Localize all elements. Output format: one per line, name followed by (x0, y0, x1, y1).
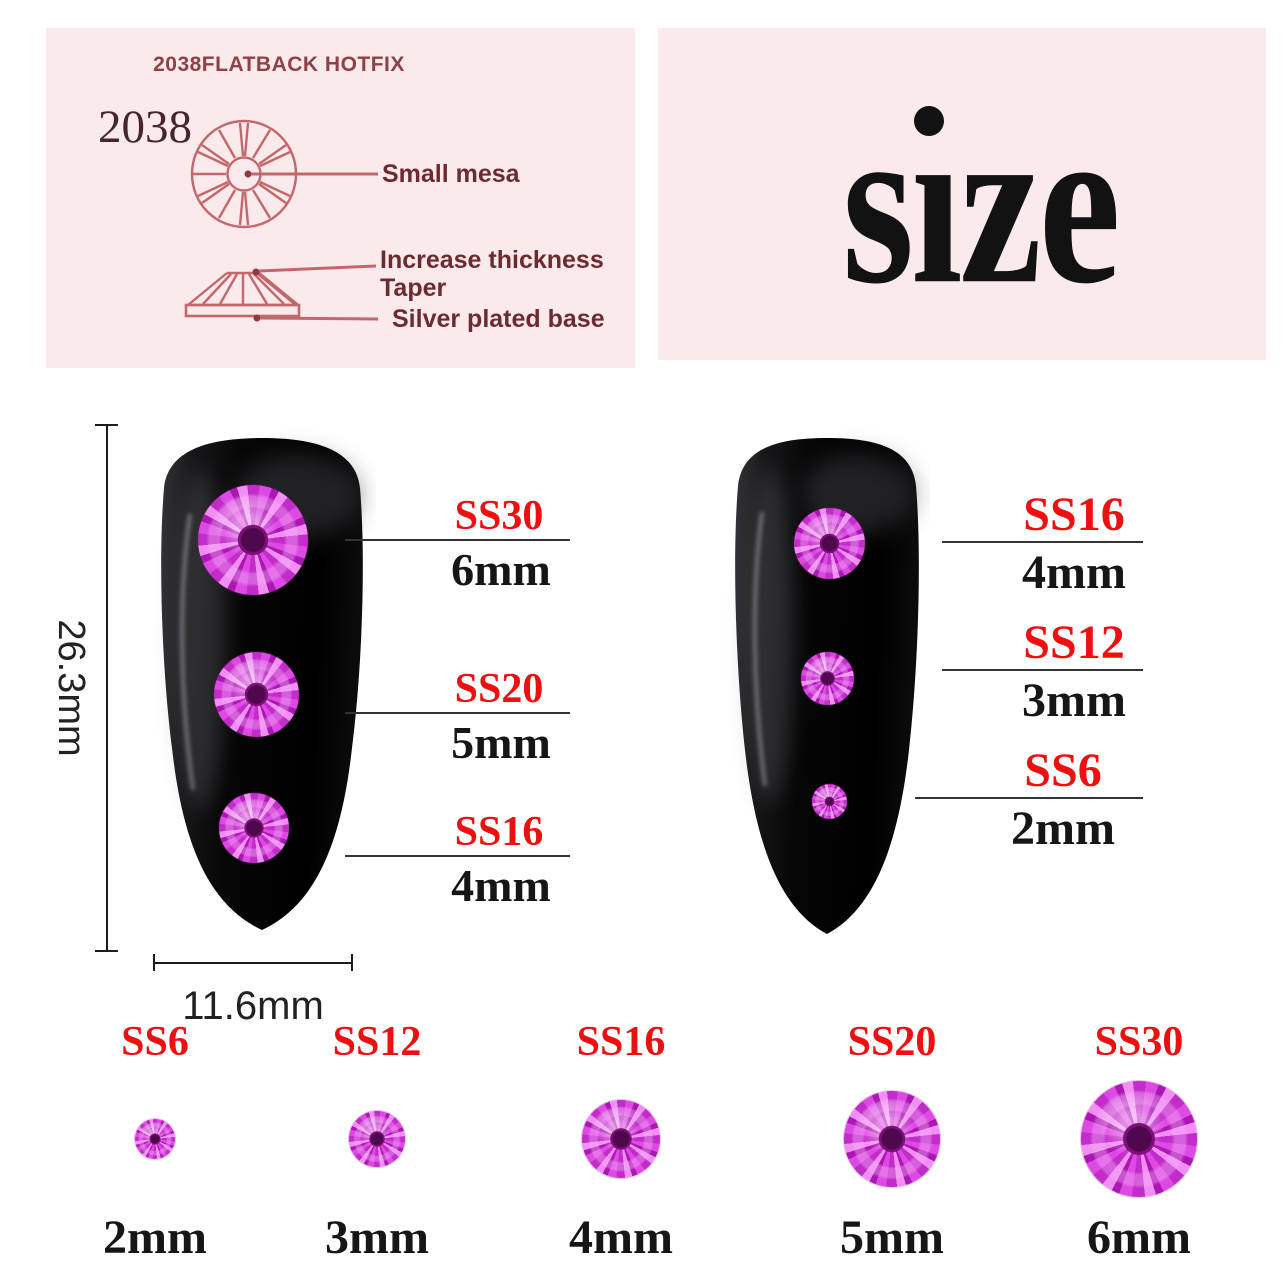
mesa-anchor-dot (244, 170, 252, 178)
rhinestone (219, 793, 289, 863)
chart-ss-label: SS20 (847, 1019, 937, 1065)
chart-stone (349, 1111, 405, 1167)
leader-line (345, 712, 570, 714)
model-number: 2038 (98, 101, 192, 153)
chart-ss-label: SS30 (1094, 1019, 1184, 1065)
size-chart-item: SS16 4mm (531, 1018, 711, 1264)
size-title-dot (914, 106, 944, 136)
size-chart-item: SS12 3mm (287, 1018, 467, 1264)
ss-label: SS16 (454, 809, 544, 855)
rhinestone (198, 485, 308, 595)
thickness-anchor-dot (252, 268, 260, 276)
chart-mm-label: 6mm (1087, 1211, 1191, 1264)
chart-stone (1081, 1081, 1197, 1197)
top-view-diagram (190, 119, 298, 229)
product-structure-diagram: 2038FLATBACK HOTFIX 2038 S (98, 53, 605, 333)
size-chart-item: SS30 6mm (1049, 1018, 1229, 1264)
size-title: sıze (842, 76, 1121, 333)
mm-label: 4mm (451, 860, 551, 911)
size-chart-item: SS20 5mm (802, 1018, 982, 1264)
dimension-label-width: 11.6mm (182, 984, 324, 1028)
callout-increase-thickness: Increase thickness (380, 246, 604, 274)
thickness-leader-line (258, 264, 377, 273)
ss-label: SS30 (454, 493, 544, 539)
side-view-diagram (184, 271, 301, 318)
mm-label: 4mm (1022, 546, 1126, 599)
rhinestone (214, 652, 299, 737)
ss-label: SS12 (1023, 616, 1125, 669)
dimension-label-length: 26.3mm (50, 619, 92, 757)
panel-heading: 2038FLATBACK HOTFIX (153, 53, 405, 76)
rhinestone (801, 652, 854, 705)
base-leader-line (259, 316, 379, 321)
leader-line (942, 669, 1143, 671)
rhinestone (812, 784, 847, 819)
leader-line (345, 855, 570, 857)
chart-mm-label: 3mm (325, 1211, 429, 1264)
chart-mm-label: 2mm (103, 1211, 207, 1264)
leader-line (915, 797, 1143, 799)
callout-small-mesa: Small mesa (382, 160, 521, 188)
chart-stone (582, 1100, 660, 1178)
chart-ss-label: SS12 (332, 1019, 422, 1065)
callout-silver-base: Silver plated base (392, 305, 605, 333)
info-panel: 2038FLATBACK HOTFIX 2038 S (46, 28, 635, 368)
mm-label: 6mm (451, 544, 551, 595)
horizontal-dimension-line (153, 962, 353, 964)
mm-label: 3mm (1022, 674, 1126, 727)
size-chart-item: SS6 2mm (65, 1018, 245, 1264)
mm-label: 5mm (451, 717, 551, 768)
chart-stone (135, 1119, 175, 1159)
vertical-dimension-line (106, 425, 108, 952)
leader-line (942, 541, 1143, 543)
ss-label: SS6 (1024, 744, 1102, 797)
rhinestone (794, 508, 865, 579)
leader-line (345, 539, 570, 541)
chart-stone (844, 1091, 940, 1187)
chart-mm-label: 4mm (569, 1211, 673, 1264)
size-panel (658, 28, 1266, 360)
vertical-dimension-bottom-cap (95, 950, 118, 952)
callout-taper: Taper (380, 274, 446, 302)
ss-label: SS16 (1023, 488, 1125, 541)
chart-mm-label: 5mm (840, 1211, 944, 1264)
horizontal-dimension-right-tick (351, 954, 353, 971)
mm-label: 2mm (1011, 802, 1115, 855)
chart-ss-label: SS16 (576, 1019, 666, 1065)
ss-label: SS20 (454, 666, 544, 712)
chart-ss-label: SS6 (121, 1019, 189, 1065)
base-anchor-dot (253, 314, 261, 322)
